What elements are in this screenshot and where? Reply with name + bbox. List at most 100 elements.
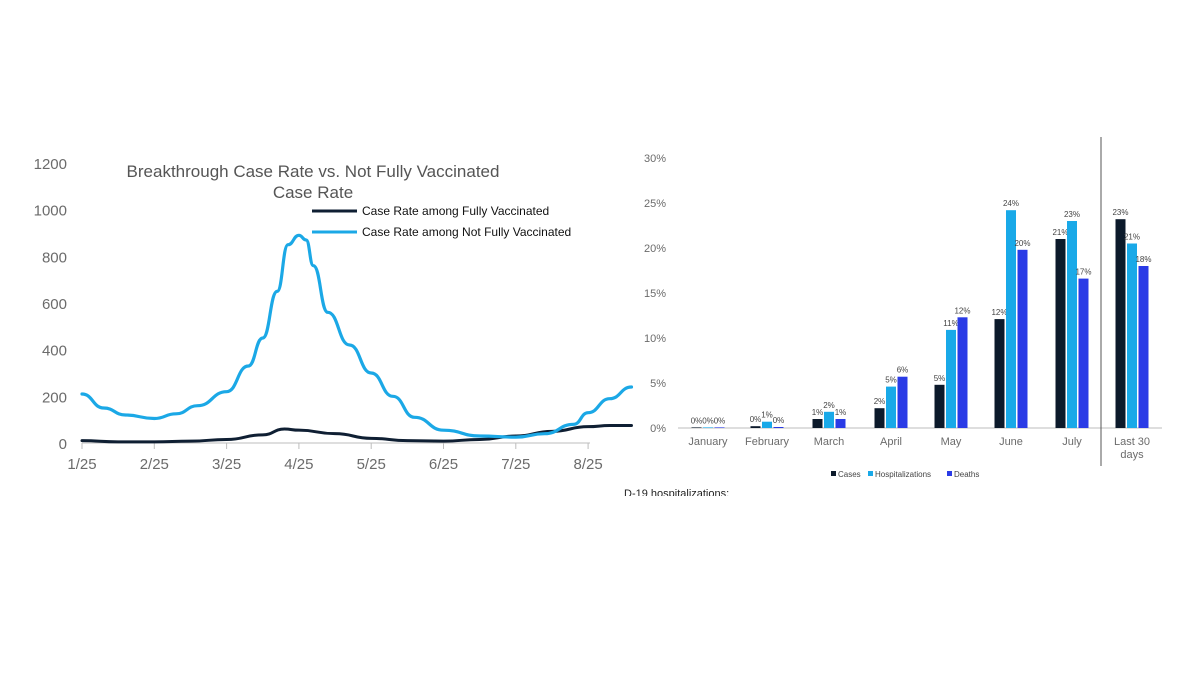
bar-category-label: Last 30 (1114, 436, 1150, 448)
bar-legend: Cases Hospitalizations Deaths (831, 470, 979, 479)
bar-cases (812, 419, 823, 428)
x-axis-ticks: 1/25 2/25 3/25 4/25 5/25 6/25 7/25 8/25 (67, 443, 603, 473)
series-lines (80, 233, 634, 444)
bar-data-label: 0% (691, 416, 703, 425)
bar-category-label: May (941, 436, 962, 448)
bar-data-label: 2% (874, 397, 886, 406)
bar-data-label: 1% (835, 408, 847, 417)
bar-y-tick-label: 20% (644, 243, 666, 255)
bar-category-label: April (880, 436, 902, 448)
bar-y-tick-label: 0% (650, 423, 666, 435)
bar-data-label: 5% (934, 374, 946, 383)
y-tick-label: 0 (59, 436, 67, 453)
bar-hospitalizations (1006, 210, 1016, 428)
legend-swatch-deaths (947, 471, 952, 476)
bar-deaths (1078, 278, 1089, 428)
bar-y-tick-label: 25% (644, 198, 666, 210)
bar-deaths (1138, 266, 1149, 428)
bar-category-label: July (1062, 436, 1082, 448)
bar-data-label: 21% (1052, 228, 1068, 237)
bar-data-label: 23% (1112, 208, 1128, 217)
bar-data-label: 0% (750, 415, 762, 424)
bar-y-tick-label: 30% (644, 153, 666, 165)
legend-label-cases: Cases (838, 470, 861, 479)
legend-label-fully-vaccinated: Case Rate among Fully Vaccinated (362, 204, 549, 218)
y-tick-label: 1000 (34, 203, 67, 220)
bar-cases (874, 408, 885, 428)
bar-hospitalizations (762, 421, 772, 428)
bar-cases (1115, 219, 1126, 428)
bar-cases (1055, 239, 1066, 428)
legend-swatch-hospitalizations (868, 471, 873, 476)
bar-deaths (957, 317, 968, 428)
bar-data-label: 6% (897, 366, 909, 375)
bar-cases (934, 384, 945, 428)
bar-cases (691, 427, 702, 428)
bar-hospitalizations (886, 386, 896, 428)
bar-deaths (1017, 249, 1028, 428)
bar-hospitalizations (703, 427, 713, 428)
y-axis-ticks: 0 200 400 600 800 1000 1200 (34, 156, 67, 453)
bar-data-label: 20% (1014, 239, 1030, 248)
y-tick-label: 200 (42, 389, 67, 406)
bar-data-label: 0% (773, 416, 785, 425)
bar-data-label: 23% (1064, 210, 1080, 219)
bar-data-label: 18% (1135, 255, 1151, 264)
x-tick-label: 5/25 (357, 456, 386, 473)
legend-label-deaths: Deaths (954, 470, 979, 479)
x-tick-label: 8/25 (573, 456, 602, 473)
series-line-not-fully-vaccinated (80, 233, 634, 439)
bar-data-label: 21% (1124, 233, 1140, 242)
bar-data-label: 17% (1075, 268, 1091, 277)
y-tick-label: 600 (42, 296, 67, 313)
bar-category-label: days (1120, 449, 1144, 461)
x-tick-label: 1/25 (67, 456, 96, 473)
legend-swatch-cases (831, 471, 836, 476)
bar-cases (994, 319, 1005, 428)
legend-label-hospitalizations: Hospitalizations (875, 470, 931, 479)
bar-data-label: 5% (885, 376, 897, 385)
bar-deaths (714, 427, 725, 428)
bar-category-label: June (999, 436, 1023, 448)
bar-deaths (773, 427, 784, 428)
category-labels: January February March April May June July Last… (688, 436, 1150, 461)
x-tick-label: 2/25 (140, 456, 169, 473)
bar-data-label: 11% (943, 319, 958, 328)
bar-data-label: 1% (761, 411, 773, 420)
legend-label-not-fully-vaccinated: Case Rate among Not Fully Vaccinated (362, 225, 571, 239)
x-tick-label: 4/25 (284, 456, 313, 473)
bar-data-label: 12% (991, 308, 1007, 317)
bar-hospitalizations (1127, 243, 1137, 428)
bar-hospitalizations (1067, 221, 1077, 428)
bar-data-label: 12% (954, 306, 970, 315)
bar-category-label: March (814, 436, 845, 448)
x-tick-label: 6/25 (429, 456, 458, 473)
bar-hospitalizations (946, 329, 956, 428)
bar-y-axis-ticks: 0% 5% 10% 15% 20% 25% 30% (644, 153, 666, 435)
bar-category-label: January (688, 436, 728, 448)
chart-title-line-2: Case Rate (273, 183, 353, 202)
bar-data-label: 24% (1003, 199, 1019, 208)
chart-title-line-1: Breakthrough Case Rate vs. Not Fully Vac… (127, 162, 500, 181)
x-tick-label: 3/25 (212, 456, 241, 473)
bar-hospitalizations (824, 411, 834, 428)
bar-y-tick-label: 10% (644, 333, 666, 345)
y-tick-label: 400 (42, 343, 67, 360)
bars: 0% 0% 0% 0% 1%0%1%2%1%2%5%6%5%11%12% 12%24%20… (691, 199, 1152, 428)
bar-data-label: 0% (714, 416, 726, 425)
legend: Case Rate among Fully Vaccinated Case Ra… (312, 204, 571, 239)
bar-data-label: 2% (823, 401, 835, 410)
bar-deaths (835, 419, 846, 428)
y-tick-label: 800 (42, 249, 67, 266)
bar-cases (750, 426, 761, 428)
x-tick-label: 7/25 (501, 456, 530, 473)
bar-data-label: 0% (702, 416, 714, 425)
y-tick-label: 1200 (34, 156, 67, 173)
bar-deaths (897, 376, 908, 428)
bar-category-label: February (745, 436, 790, 448)
bar-y-tick-label: 5% (650, 378, 666, 390)
cropped-caption-text: D-19 hospitalizations: (624, 488, 730, 496)
bar-y-tick-label: 15% (644, 288, 666, 300)
